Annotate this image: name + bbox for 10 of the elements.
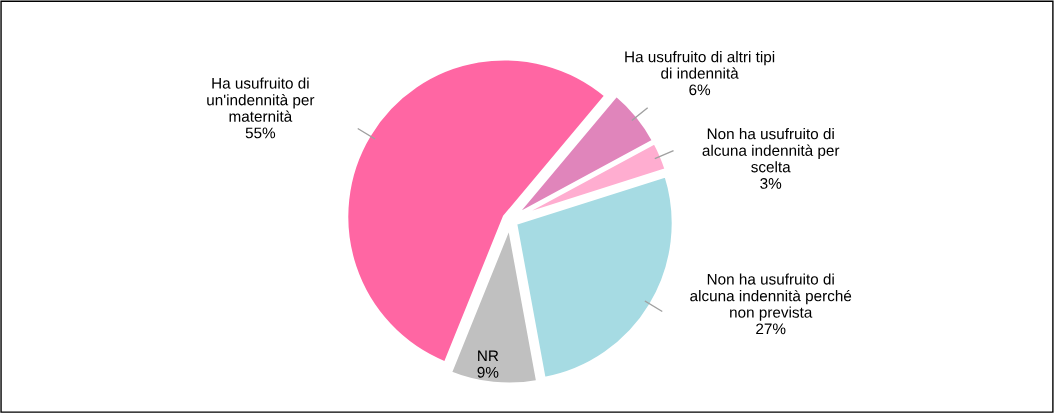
slice-label: NR — [478, 350, 499, 362]
data-label: 55% — [245, 127, 276, 139]
slice-label: Non ha usufruito di alcuna indennità perché non prevista — [690, 273, 852, 321]
slice-label: Non ha usufruito di alcuna indennità per scelta — [702, 128, 840, 173]
data-label: 3% — [760, 178, 782, 189]
slice-label: Ha usufruito di un'indennità per maternità — [207, 77, 315, 122]
data-label: 27% — [756, 323, 786, 335]
data-label: 6% — [689, 84, 711, 96]
data-label: 9% — [477, 366, 499, 378]
slice-label: Ha usufruito di altri tipi di indennità — [625, 51, 775, 79]
